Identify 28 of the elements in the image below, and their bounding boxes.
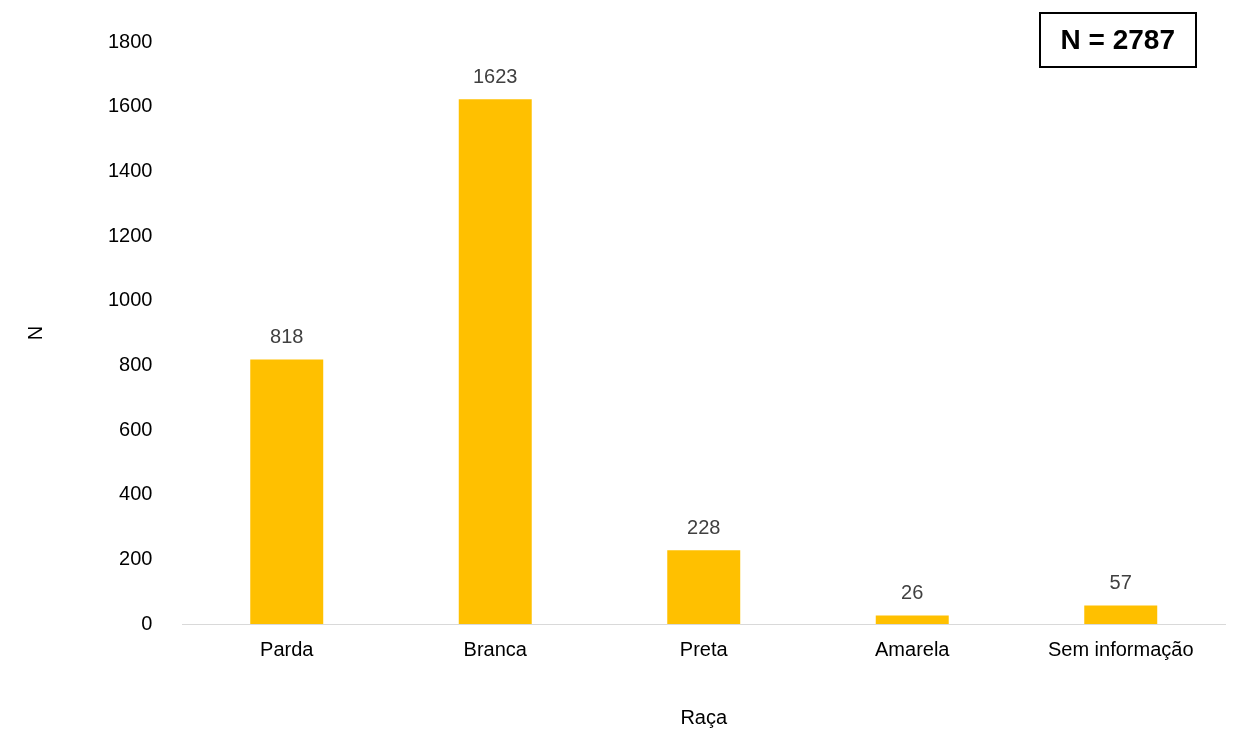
data-label: 818 [270, 325, 304, 348]
data-label: 57 [1109, 571, 1132, 594]
bar [1084, 605, 1158, 624]
x-tick-label: Preta [679, 637, 729, 660]
bar [875, 615, 949, 624]
y-tick-label: 1400 [107, 158, 153, 181]
y-axis-title: N [23, 325, 46, 341]
annotation: N = 2787 [1038, 12, 1197, 68]
data-label: 228 [687, 515, 721, 538]
x-axis-title: Raça [680, 705, 728, 728]
y-tick-label: 600 [119, 417, 153, 440]
y-tick-label: 400 [119, 482, 153, 505]
x-tick-label: Branca [463, 637, 528, 660]
data-label: 26 [901, 581, 924, 604]
x-tick-label: Parda [260, 637, 315, 660]
data-label: 1623 [472, 64, 518, 87]
y-tick-label: 800 [119, 352, 153, 375]
bar [250, 359, 324, 624]
y-tick-label: 200 [119, 546, 153, 569]
y-tick-label: 0 [141, 611, 153, 634]
bar [667, 550, 741, 624]
y-tick-label: 1600 [107, 94, 153, 117]
y-tick-label: 1000 [107, 288, 153, 311]
bar [458, 99, 532, 624]
x-tick-label: Sem informação [1047, 637, 1194, 660]
y-tick-label: 1200 [107, 223, 153, 246]
y-tick-label: 1800 [107, 29, 153, 52]
x-tick-label: Amarela [875, 637, 951, 660]
